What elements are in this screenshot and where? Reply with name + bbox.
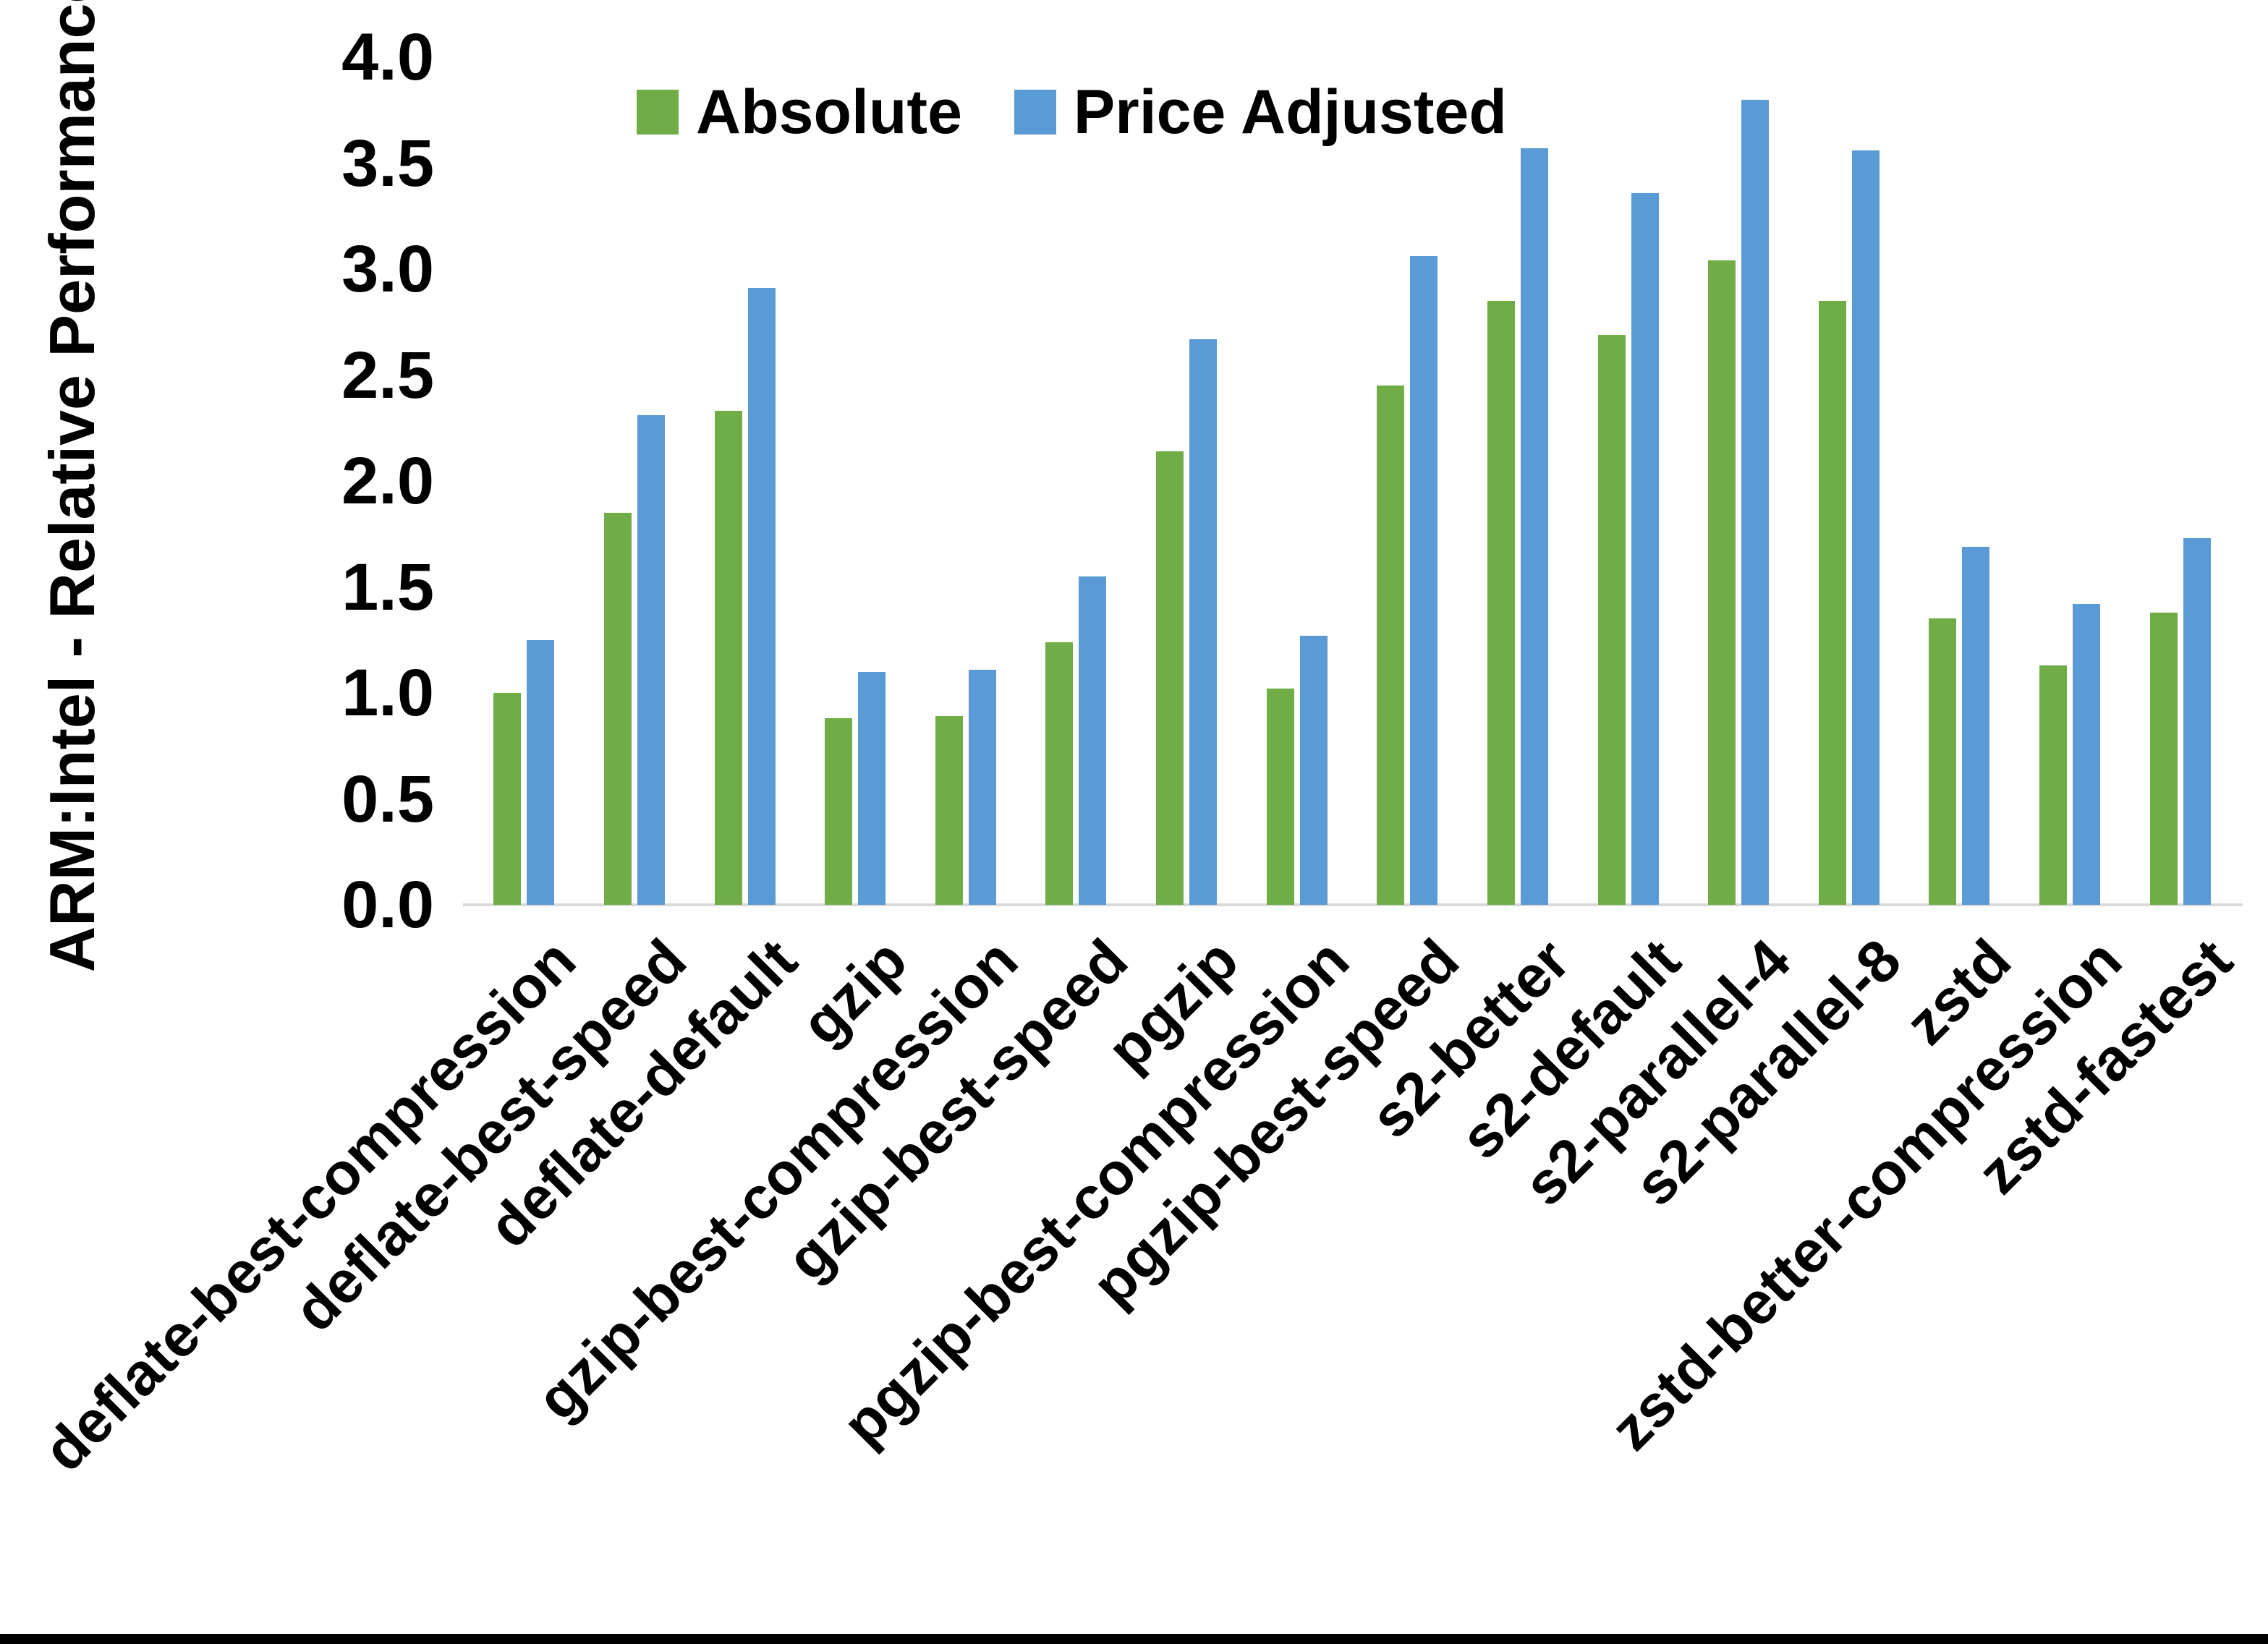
bar-absolute xyxy=(1708,260,1736,905)
y-tick-label: 2.5 xyxy=(341,338,434,412)
legend-label-price-adjusted: Price Adjusted xyxy=(1073,77,1507,147)
legend: Absolute Price Adjusted xyxy=(637,81,1507,143)
y-tick-label: 3.0 xyxy=(341,232,434,306)
bar-price-adjusted xyxy=(637,415,665,905)
bar-absolute xyxy=(1377,386,1404,905)
bar-absolute xyxy=(1045,642,1073,905)
bottom-border xyxy=(0,1634,2268,1644)
bar-absolute xyxy=(2039,665,2067,905)
x-axis-line xyxy=(463,903,2243,906)
y-tick-label: 1.5 xyxy=(341,550,434,624)
y-tick-label: 1.0 xyxy=(341,656,434,730)
bar-absolute xyxy=(1156,451,1184,905)
bar-price-adjusted xyxy=(2073,604,2100,905)
bar-price-adjusted xyxy=(1521,148,1548,905)
bar-absolute xyxy=(935,716,963,905)
legend-item-absolute: Absolute xyxy=(637,81,962,143)
bar-price-adjusted xyxy=(969,670,996,905)
legend-swatch-absolute xyxy=(637,90,679,135)
bar-price-adjusted xyxy=(1189,339,1217,905)
legend-label-absolute: Absolute xyxy=(696,77,962,147)
bar-absolute xyxy=(715,411,742,905)
bar-price-adjusted xyxy=(2183,538,2211,905)
bar-price-adjusted xyxy=(1741,100,1769,905)
bar-absolute xyxy=(825,718,852,905)
bar-absolute xyxy=(2150,613,2178,905)
bar-price-adjusted xyxy=(1962,547,1989,905)
y-tick-label: 3.5 xyxy=(341,127,434,200)
bar-price-adjusted xyxy=(1852,150,1880,905)
bar-absolute xyxy=(1267,689,1294,905)
y-tick-label: 0.5 xyxy=(341,762,434,836)
bar-absolute xyxy=(493,693,521,905)
legend-item-price-adjusted: Price Adjusted xyxy=(1014,81,1507,143)
bar-price-adjusted xyxy=(1631,193,1659,905)
bar-price-adjusted xyxy=(1410,256,1437,905)
bar-absolute xyxy=(604,513,632,905)
legend-swatch-price-adjusted xyxy=(1014,90,1056,135)
bar-absolute xyxy=(1819,301,1846,905)
y-tick-label: 4.0 xyxy=(341,20,434,94)
y-tick-label: 2.0 xyxy=(341,444,434,518)
bar-price-adjusted xyxy=(1079,576,1106,905)
bar-absolute xyxy=(1929,618,1956,905)
bar-absolute xyxy=(1598,335,1626,905)
bar-price-adjusted xyxy=(748,288,776,905)
bar-price-adjusted xyxy=(527,640,554,905)
y-tick-label: 0.0 xyxy=(341,868,434,942)
bar-price-adjusted xyxy=(1300,636,1328,905)
bar-absolute xyxy=(1487,301,1515,905)
bar-price-adjusted xyxy=(858,672,885,905)
